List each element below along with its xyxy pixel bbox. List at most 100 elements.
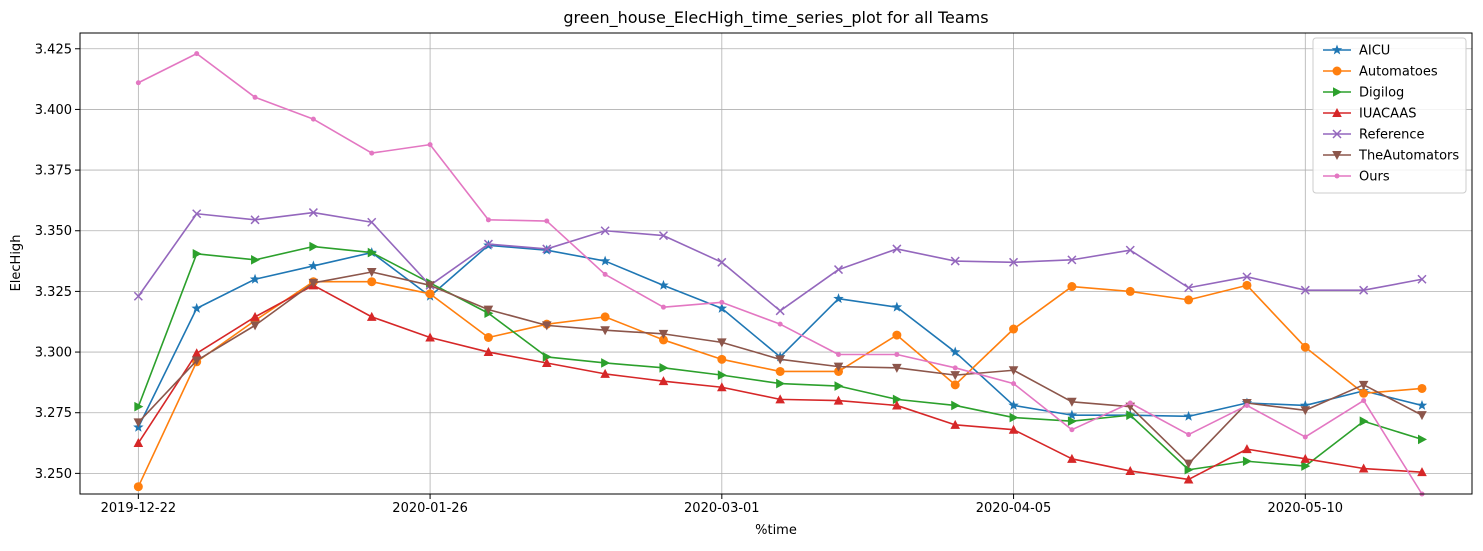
- data-point: [950, 256, 960, 266]
- data-point: [251, 255, 261, 265]
- data-point: [775, 394, 785, 404]
- y-tick-label: 3.375: [35, 164, 72, 179]
- legend-box: [1312, 37, 1467, 194]
- data-point: [1242, 280, 1252, 290]
- data-point: [600, 312, 610, 322]
- data-point: [1067, 453, 1077, 463]
- data-point: [950, 371, 961, 381]
- data-point: [1417, 383, 1427, 393]
- data-point: [1242, 456, 1252, 467]
- data-point: [133, 482, 143, 492]
- data-point: [775, 366, 785, 376]
- data-point: [833, 362, 844, 372]
- data-point: [1417, 274, 1427, 284]
- data-point: [1242, 444, 1252, 454]
- x-tick-label: 2020-05-10: [1268, 501, 1344, 516]
- data-point: [252, 94, 258, 100]
- data-point: [1125, 245, 1135, 255]
- data-point: [542, 244, 552, 254]
- data-point: [951, 400, 961, 411]
- data-point: [425, 289, 435, 299]
- legend-label: IUACAAS: [1359, 107, 1417, 122]
- data-point: [1009, 412, 1019, 423]
- data-point: [135, 80, 141, 86]
- data-point: [483, 305, 494, 315]
- data-point: [367, 247, 377, 258]
- y-axis-label: ElecHigh: [9, 235, 24, 292]
- data-point: [658, 335, 668, 345]
- data-point: [250, 321, 260, 331]
- y-tick-label: 3.350: [35, 224, 72, 239]
- data-point: [366, 311, 377, 321]
- data-point: [952, 365, 958, 371]
- data-point: [250, 215, 260, 225]
- x-tick-label: 2019-12-22: [101, 501, 177, 516]
- data-point: [1359, 388, 1369, 398]
- data-point: [1066, 409, 1078, 420]
- data-point: [776, 378, 786, 389]
- data-point: [483, 347, 494, 357]
- data-point: [191, 348, 202, 358]
- legend: AICU Automatoes Digilog IUACAAS Reference The…: [1312, 37, 1467, 194]
- data-point: [1301, 461, 1311, 471]
- data-point: [133, 291, 143, 301]
- data-point: [775, 306, 785, 316]
- data-point: [1244, 402, 1250, 408]
- y-tick-label: 3.325: [35, 285, 72, 300]
- data-point: [1127, 400, 1133, 406]
- data-point: [660, 304, 666, 310]
- data-point: [717, 354, 727, 364]
- data-point: [133, 418, 144, 428]
- data-point: [308, 278, 319, 288]
- legend-marker: [1332, 151, 1342, 160]
- data-point: [833, 265, 844, 275]
- data-point: [599, 255, 611, 266]
- data-point: [717, 382, 727, 392]
- data-point: [1242, 272, 1252, 282]
- data-point: [1300, 453, 1311, 463]
- data-point: [949, 346, 961, 357]
- data-point: [1008, 366, 1019, 376]
- data-point: [716, 302, 728, 313]
- data-point: [1300, 399, 1311, 410]
- data-point: [427, 142, 433, 148]
- data-point: [544, 218, 550, 224]
- data-point: [600, 368, 610, 378]
- data-point: [367, 217, 377, 227]
- data-point: [600, 326, 610, 336]
- data-point: [892, 330, 902, 340]
- data-point: [133, 438, 144, 448]
- legend-marker: [1331, 44, 1343, 55]
- data-point: [1183, 410, 1194, 421]
- data-point: [777, 321, 783, 327]
- data-point: [600, 226, 610, 236]
- data-point: [134, 401, 144, 412]
- data-point: [1361, 398, 1367, 404]
- data-point: [834, 381, 844, 391]
- data-point: [602, 271, 608, 277]
- y-tick-label: 3.300: [35, 346, 72, 361]
- legend-label: Digilog: [1359, 86, 1404, 101]
- data-point: [192, 209, 202, 219]
- legend-marker: [1332, 108, 1342, 117]
- data-point: [483, 333, 493, 343]
- data-point: [1359, 416, 1369, 427]
- data-point: [191, 302, 202, 313]
- data-point: [1300, 342, 1310, 352]
- data-point: [366, 267, 377, 277]
- legend-marker: [1333, 87, 1342, 97]
- data-point: [1183, 474, 1194, 484]
- data-point: [485, 217, 491, 223]
- x-tick-label: 2020-01-26: [392, 501, 468, 516]
- legend-label: AICU: [1359, 44, 1390, 59]
- data-point: [601, 358, 611, 368]
- series-theautomators: [133, 267, 1427, 469]
- data-point: [833, 293, 844, 304]
- data-point: [717, 257, 727, 267]
- data-point: [717, 338, 727, 348]
- data-point: [1126, 410, 1136, 420]
- legend-marker: [1332, 129, 1342, 139]
- data-point: [1011, 381, 1017, 387]
- data-point: [425, 332, 435, 342]
